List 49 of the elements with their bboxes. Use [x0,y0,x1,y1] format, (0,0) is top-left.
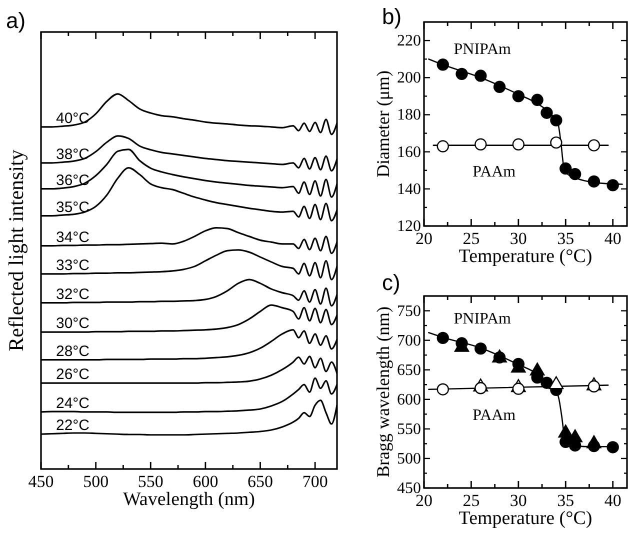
x-tick-label: 600 [192,472,218,491]
x-tick-label: 500 [83,472,109,491]
x-tick-label: 30 [510,491,527,510]
x-tick-label: 40 [604,229,622,248]
y-tick-label: 600 [397,391,421,408]
y-tick-label: 140 [397,180,421,198]
y-tick-label: 550 [397,420,421,438]
y-tick-label: 160 [397,144,421,161]
legend-label: PNIPAm [454,310,512,328]
series-label: 36°C [56,172,90,189]
y-tick-label: 200 [397,70,421,87]
x-tick-label: 35 [557,491,574,510]
chart-title: b) [382,4,402,29]
x-axis-title: Temperature (°C) [458,246,592,267]
y-tick-label: 650 [397,362,421,379]
series-label: PAAm [472,407,516,424]
x-tick-label: 550 [138,472,164,491]
y-tick-label: 180 [397,106,421,124]
chart-title: a) [6,8,26,33]
y-axis-title: Diameter (μm) [373,70,393,178]
x-tick-label: 25 [462,229,480,248]
series-label: 24°C [56,394,90,412]
y-tick-label: 220 [397,32,421,50]
y-tick-label: 700 [397,332,421,350]
series-label: 26°C [56,366,90,384]
series-label: 28°C [56,342,90,360]
series-label: 34°C [56,228,90,246]
x-tick-label: 40 [604,491,622,510]
x-axis-title: Wavelength (nm) [123,489,255,510]
y-tick-label: 750 [397,302,421,320]
series-label: 35°C [56,198,90,216]
x-tick-label: 25 [462,491,480,510]
series-label: 40°C [56,110,90,127]
x-tick-label: 450 [28,472,54,491]
x-tick-label: 650 [248,472,274,491]
x-axis-title: Temperature (°C) [458,508,592,529]
y-axis-title: Reflected light intensity [4,149,28,352]
y-tick-label: 500 [397,450,421,468]
chart-title: c) [382,270,400,295]
series-label: 30°C [56,315,90,332]
y-axis-title: Bragg wavelength (nm) [373,306,393,478]
series-label: 33°C [56,256,90,274]
legend-label: PNIPAm [454,40,512,58]
series-label: 22°C [56,417,90,434]
x-tick-label: 700 [302,472,328,491]
x-tick-label: 35 [557,229,574,248]
x-tick-label: 30 [510,229,527,248]
series-label: PAAm [472,163,516,180]
series-label: 32°C [56,286,90,303]
